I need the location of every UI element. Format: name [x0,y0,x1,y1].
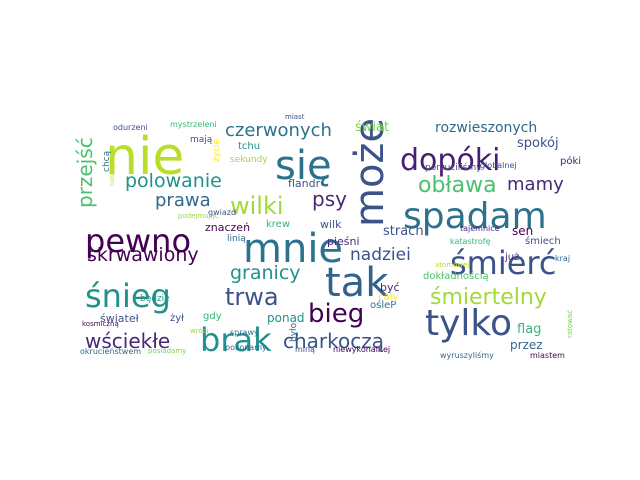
word-globalnej: globalnej [480,161,517,170]
word-piesni: pieśni [327,235,360,248]
word-gdy: gdy [203,311,222,322]
word-niewykonalnej: niewykonalnej [333,345,391,354]
word-polowanie: polowanie [125,170,222,192]
word-atomowej: atomowej [435,261,470,269]
word-zycie: życie [212,138,222,162]
word-kraj: kraj [555,254,571,263]
word-mystrzeleni: mystrzeleni [170,120,217,129]
word-tylko: tylko [425,303,513,344]
word-snieg: śnieg [85,277,171,315]
word-sen: sen [512,224,534,238]
word-swiat: świat [355,120,390,135]
word-brak: brak [200,321,272,359]
word-dokladnoscia: dokładnością [423,271,489,282]
word-prawa: prawa [155,190,211,211]
word-przejsc: przejść [73,137,97,208]
word-smiech: śmiech [525,236,561,247]
word-spadam: spadam [403,196,547,237]
word-zyl: żył [170,313,185,324]
word-nie: nie [105,127,185,187]
word-czerwonych: czerwonych [225,120,332,141]
word-posiadamy: posiadamy [148,347,187,355]
word-bylo: było [289,322,299,342]
word-nadziei: nadziei [350,245,411,265]
word-przez: przez [510,338,543,352]
word-sekundy: sekundy [230,155,268,165]
word-maja: mają [190,135,213,145]
word-flag: flag [517,322,542,337]
word-skrwawiony: skrwawiony [87,244,199,266]
word-bieg: bieg [308,299,365,329]
word-sprawy: sprawy [230,328,259,337]
word-oblawa: obława [418,173,497,198]
word-poki: póki [560,156,582,167]
word-krew: krew [266,219,291,230]
word-smiertelny: śmiertelny [430,285,547,310]
word-sie: się [275,143,332,189]
word-gwiazd: gwiazd [208,208,237,217]
word-wroci: wróci [190,327,209,335]
word-wilki: wilki [230,192,284,220]
word-tchu: tchu [238,141,261,152]
word-odurzeni: odurzeni [113,123,148,132]
word-oslep: ośleP [370,300,397,311]
word-okrucienstwem: okrucieństwem [80,347,142,356]
word-mamy: mamy [507,174,564,195]
word-tak: tak [325,260,389,306]
word-linia: linią [227,234,246,244]
word-caly: cały [378,292,399,303]
word-swiatel: świateł [100,312,139,325]
word-mnie: mnie [243,226,344,272]
word-trwa: trwa [225,283,279,311]
word-tajemnice: tajemnice [460,224,500,233]
word-strach: strach [383,224,424,239]
word-wilk: wilk [320,218,342,231]
word-rodziny: rodziny [109,164,116,186]
word-byc: być [380,281,400,294]
word-znaczen: znaczeń [205,221,251,234]
word-miastem: miastem [530,351,565,360]
word-podejmujac: podejmując [178,212,219,220]
word-granicy: granicy [230,262,301,284]
word-psy: psy [312,187,347,211]
word-ratowac: ratować [566,309,574,338]
word-ponad: ponad [267,311,305,325]
word-wyruszylismy: wyruszyliśmy [440,351,494,360]
word-pokonamy: pokonamy [225,343,267,352]
word-rozwieszonych: rozwieszonych [435,120,538,136]
word-smierc: śmierć [450,244,557,282]
word-wsciekle: wściekłe [85,329,171,353]
word-katastrofe: katastrofę [450,237,491,246]
word-flandr: flandr [288,177,321,190]
word-mina: miną [295,345,315,354]
word-cloud: nie się może dopóki spadam mnie tak pewn… [73,112,582,367]
word-dopoki: dopóki [400,143,501,178]
word-porzucilismy: porzuciliśmy [425,163,482,173]
word-kosmiczna: kosmiczną [82,320,119,328]
word-bedzie: będzie [140,294,170,304]
word-charkocza: charkoczą [283,329,385,353]
word-spokoj: spokój [517,136,559,151]
word-juz: już [505,252,520,263]
word-pewno: pewno [85,222,192,260]
word-miast: miast [285,113,305,121]
